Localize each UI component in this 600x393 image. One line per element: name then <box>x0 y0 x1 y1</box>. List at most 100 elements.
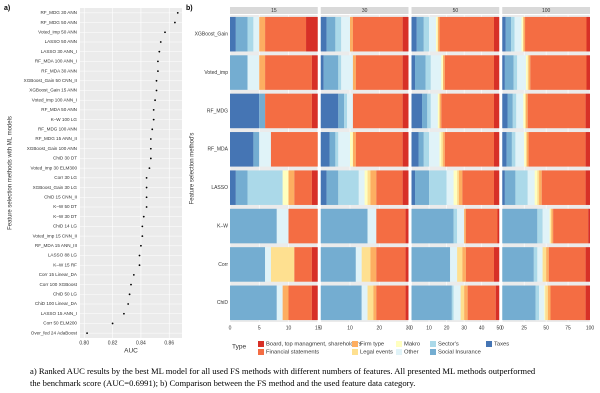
bar-segment <box>515 132 525 167</box>
bar-segment <box>528 132 586 167</box>
bar-segment <box>320 55 324 90</box>
x-tick-label: 10 <box>286 325 292 331</box>
y-tick-label: Corr 100 XGBoost <box>39 282 77 287</box>
bar-segment <box>467 285 496 321</box>
dot <box>152 118 155 121</box>
y-tick-label: LASSO 88 LG <box>48 253 78 258</box>
bar-segment <box>265 16 307 52</box>
bar-segment <box>326 170 339 205</box>
bar-segment <box>427 93 431 129</box>
bar-segment <box>548 247 586 282</box>
bar-segment <box>514 16 522 52</box>
bar-segment <box>453 285 461 321</box>
bar-segment <box>453 208 458 244</box>
dot <box>145 196 148 199</box>
bar-segment <box>247 55 260 90</box>
bar-segment <box>288 208 318 244</box>
bar-segment <box>525 93 528 129</box>
dot <box>123 312 125 315</box>
dot <box>128 293 131 296</box>
bar-segment <box>527 170 535 205</box>
y-tick-label: LASSO 30 ANN_I <box>41 49 77 54</box>
bar-segment <box>411 170 416 205</box>
dot <box>138 264 141 267</box>
bar-segment <box>253 16 260 52</box>
bar-segment <box>230 285 277 321</box>
bar-segment <box>497 208 500 244</box>
bar-segment <box>402 132 409 167</box>
x-tick-label: 0.82 <box>108 340 118 346</box>
bar-segment <box>437 93 440 129</box>
x-tick-label: 40 <box>479 325 485 331</box>
bar-segment <box>355 247 362 282</box>
y-tick-label: ChiD 50 LG <box>53 292 77 297</box>
legend-swatch <box>430 349 436 355</box>
bar-segment <box>502 247 534 282</box>
bar-segment <box>350 132 353 167</box>
bar-segment <box>502 208 538 244</box>
bar-segment <box>430 93 438 129</box>
bar-segment <box>512 93 517 129</box>
bar-segment <box>429 132 440 167</box>
bar-segment <box>523 16 526 52</box>
facet-title: 100 <box>542 8 551 14</box>
bar-segment <box>352 93 403 129</box>
bar-segment <box>247 16 254 52</box>
dot <box>138 254 141 257</box>
dot <box>149 157 152 160</box>
bar-segment <box>259 16 266 52</box>
y-tick-label: Corr <box>218 262 228 268</box>
bar-segment <box>320 16 327 52</box>
dot <box>174 21 176 24</box>
y-tick-label: Voted_imp <box>204 70 228 76</box>
x-tick-label: 30 <box>461 325 467 331</box>
legend-swatch <box>258 341 264 347</box>
dot <box>141 235 144 237</box>
bar-segment <box>453 170 458 205</box>
dot <box>157 70 159 72</box>
bar-segment <box>585 247 590 282</box>
dot <box>157 60 159 63</box>
bar-segment <box>294 170 312 205</box>
bar-segment <box>364 170 368 205</box>
bar-segment <box>527 93 586 129</box>
bar-segment <box>247 170 283 205</box>
caption: the benchmark score (AUC=0.6991); b) Com… <box>30 378 415 388</box>
x-tick-label: 15 <box>315 325 321 331</box>
bar-segment <box>465 247 494 282</box>
bar-segment <box>265 247 271 282</box>
y-tick-label: XGBoost_Gain 100 ANN <box>27 146 77 151</box>
bar-segment <box>550 285 586 321</box>
panel-label: b) <box>186 5 193 12</box>
bar-segment <box>311 55 318 90</box>
bar-segment <box>585 132 590 167</box>
bar-segment <box>443 132 445 167</box>
legend-label: Legal events <box>360 350 393 356</box>
bar-segment <box>411 55 416 90</box>
facet-strip <box>502 7 590 14</box>
bar-segment <box>525 93 526 129</box>
bar-segment <box>553 208 589 244</box>
y-tick-label: RF_MDA 30 ANN <box>41 68 77 73</box>
bar-segment <box>338 170 359 205</box>
bar-segment <box>527 55 529 90</box>
bar-segment <box>429 170 447 205</box>
x-tick-label: 50 <box>496 325 502 331</box>
legend-swatch <box>486 341 492 347</box>
bar-segment <box>367 208 377 244</box>
x-tick-label: 0 <box>410 325 413 331</box>
bar-segment <box>523 93 526 129</box>
bar-segment <box>352 55 356 90</box>
bar-segment <box>276 285 283 321</box>
y-tick-label: ChiD 15 CNN_II <box>44 194 77 199</box>
bar-segment <box>537 170 540 205</box>
bar-segment <box>539 170 542 205</box>
bar-segment <box>464 285 468 321</box>
bar-segment <box>439 93 442 129</box>
bar-segment <box>370 247 377 282</box>
bar-segment <box>370 170 377 205</box>
legend-label: Other <box>404 350 419 356</box>
y-tick-label: K–W 30 DT <box>53 214 77 219</box>
